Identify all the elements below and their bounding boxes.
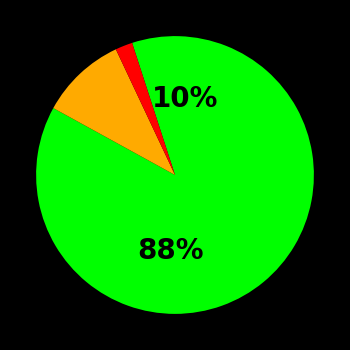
Text: 10%: 10% xyxy=(152,85,218,113)
Wedge shape xyxy=(53,49,175,175)
Wedge shape xyxy=(116,43,175,175)
Text: 88%: 88% xyxy=(137,237,203,265)
Wedge shape xyxy=(36,36,314,314)
